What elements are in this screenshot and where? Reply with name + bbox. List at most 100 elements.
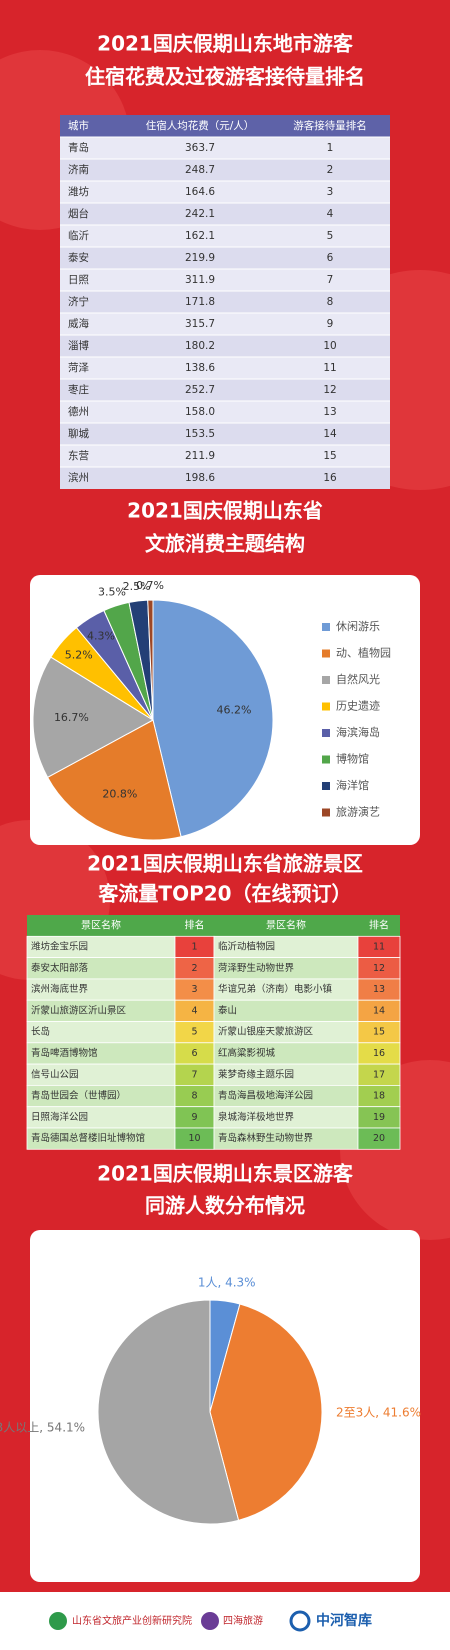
- table-cell: 红高粱影视城: [218, 1047, 276, 1059]
- table-cell: 12: [373, 963, 385, 974]
- table-cell: 潍坊金宝乐园: [31, 940, 88, 952]
- data-label: 46.2%: [217, 703, 252, 716]
- table-cell: 日照: [68, 274, 89, 286]
- legend-swatch: [322, 755, 330, 764]
- title: 2021国庆假期山东省: [127, 499, 323, 523]
- table-cell: 16: [323, 472, 337, 484]
- table-cell: 泉城海洋极地世界: [218, 1111, 295, 1123]
- legend-swatch: [322, 623, 330, 631]
- data-label: 20.8%: [102, 788, 137, 801]
- table-cell: 青岛: [68, 141, 89, 154]
- table-cell: 1: [191, 941, 197, 952]
- legend-swatch: [322, 676, 330, 684]
- table-cell: 311.9: [185, 274, 215, 286]
- table-row: [60, 225, 390, 247]
- title: 同游人数分布情况: [145, 1194, 305, 1218]
- table-cell: 滨州: [68, 471, 89, 484]
- table-row: [60, 313, 390, 335]
- table-cell: 济宁: [68, 295, 89, 308]
- table-cell: 泰安太阳部落: [31, 962, 89, 974]
- table-cell: 252.7: [185, 384, 215, 396]
- data-label: 1人, 4.3%: [198, 1276, 256, 1290]
- table-cell: 潍坊: [68, 185, 89, 198]
- title: 2021国庆假期山东地市游客: [97, 32, 354, 56]
- table-cell: 济南: [68, 163, 89, 176]
- table-row: [60, 291, 390, 313]
- legend-swatch: [322, 702, 330, 711]
- table-cell: 滨州海底世界: [31, 983, 89, 995]
- table-cell: 德州: [68, 405, 89, 418]
- table-cell: 9: [191, 1112, 197, 1123]
- table-cell: 198.6: [185, 472, 215, 484]
- data-label: 0.7%: [136, 579, 164, 592]
- table-cell: 180.2: [185, 340, 215, 352]
- legend-label: 动、植物园: [336, 646, 391, 660]
- table-cell: 14: [373, 1005, 385, 1016]
- table-row: [60, 401, 390, 423]
- table-cell: 19: [373, 1112, 385, 1123]
- table-row: [60, 423, 390, 445]
- table-cell: 10: [188, 1133, 200, 1144]
- table-cell: 淄博: [68, 339, 89, 352]
- legend-label: 海洋馆: [336, 778, 369, 792]
- pie-slice: [152, 599, 274, 838]
- table-cell: 15: [323, 450, 336, 462]
- table-row: [60, 357, 390, 379]
- legend-label: 历史遗迹: [336, 699, 380, 713]
- table-cell: 242.1: [185, 208, 215, 220]
- table-header: [60, 115, 390, 137]
- footer-text: 四海旅游: [223, 1614, 263, 1627]
- header-cell: 排名: [185, 919, 205, 932]
- table-cell: 长岛: [31, 1026, 50, 1038]
- table-cell: 8: [327, 296, 334, 308]
- table-cell: 211.9: [185, 450, 215, 462]
- logo: [49, 1612, 67, 1630]
- table-cell: 青岛啤酒博物馆: [31, 1047, 98, 1059]
- title: 住宿花费及过夜游客接待量排名: [85, 65, 365, 89]
- table-cell: 14: [323, 428, 337, 440]
- table-cell: 164.6: [185, 186, 215, 198]
- table-header: [27, 915, 400, 937]
- table-cell: 15: [373, 1027, 385, 1038]
- table-cell: 16: [373, 1048, 385, 1059]
- header-cell: 城市: [68, 119, 89, 132]
- header-cell: 景区名称: [266, 919, 306, 932]
- table-cell: 10: [323, 340, 336, 352]
- data-label: 16.7%: [54, 711, 89, 724]
- table-row: [60, 159, 390, 181]
- table-cell: 363.7: [185, 142, 215, 154]
- table-cell: 6: [327, 252, 334, 264]
- table-cell: 临沂: [68, 229, 89, 242]
- header-cell: 住宿人均花费（元/人）: [146, 119, 255, 132]
- pie-slice: [97, 1299, 240, 1525]
- title: 客流量TOP20（在线预订）: [97, 882, 351, 906]
- table-row: [60, 467, 390, 489]
- table-cell-bg: [357, 1127, 401, 1150]
- table-cell: 18: [373, 1091, 385, 1102]
- table-cell: 17: [373, 1069, 385, 1080]
- table-cell: 5: [191, 1027, 197, 1038]
- table-cell: 威海: [68, 317, 89, 330]
- table-cell: 泰山: [218, 1004, 237, 1016]
- table-cell: 3: [327, 186, 334, 198]
- data-label: 3.5%: [98, 585, 126, 598]
- table-cell: 莱梦奇缘主题乐园: [218, 1068, 294, 1080]
- table-cell: 3: [191, 984, 197, 995]
- pie-slice: [147, 599, 154, 721]
- legend-swatch: [322, 649, 330, 658]
- table-cell: 9: [327, 318, 334, 330]
- table-row: [60, 445, 390, 467]
- footer-text: 中河智库: [316, 1612, 372, 1629]
- table-row: [60, 335, 390, 357]
- table-cell: 171.8: [185, 296, 215, 308]
- table-cell: 菏泽: [68, 362, 89, 374]
- legend-swatch: [322, 782, 330, 790]
- pie-slice: [46, 719, 182, 841]
- table-cell: 聊城: [68, 427, 89, 440]
- table-cell: 华谊兄弟（济南）电影小镇: [218, 983, 333, 995]
- table-cell: 2: [191, 963, 197, 974]
- table-row: [60, 247, 390, 269]
- table-row: [60, 137, 390, 159]
- data-label: 4.3%: [87, 629, 115, 642]
